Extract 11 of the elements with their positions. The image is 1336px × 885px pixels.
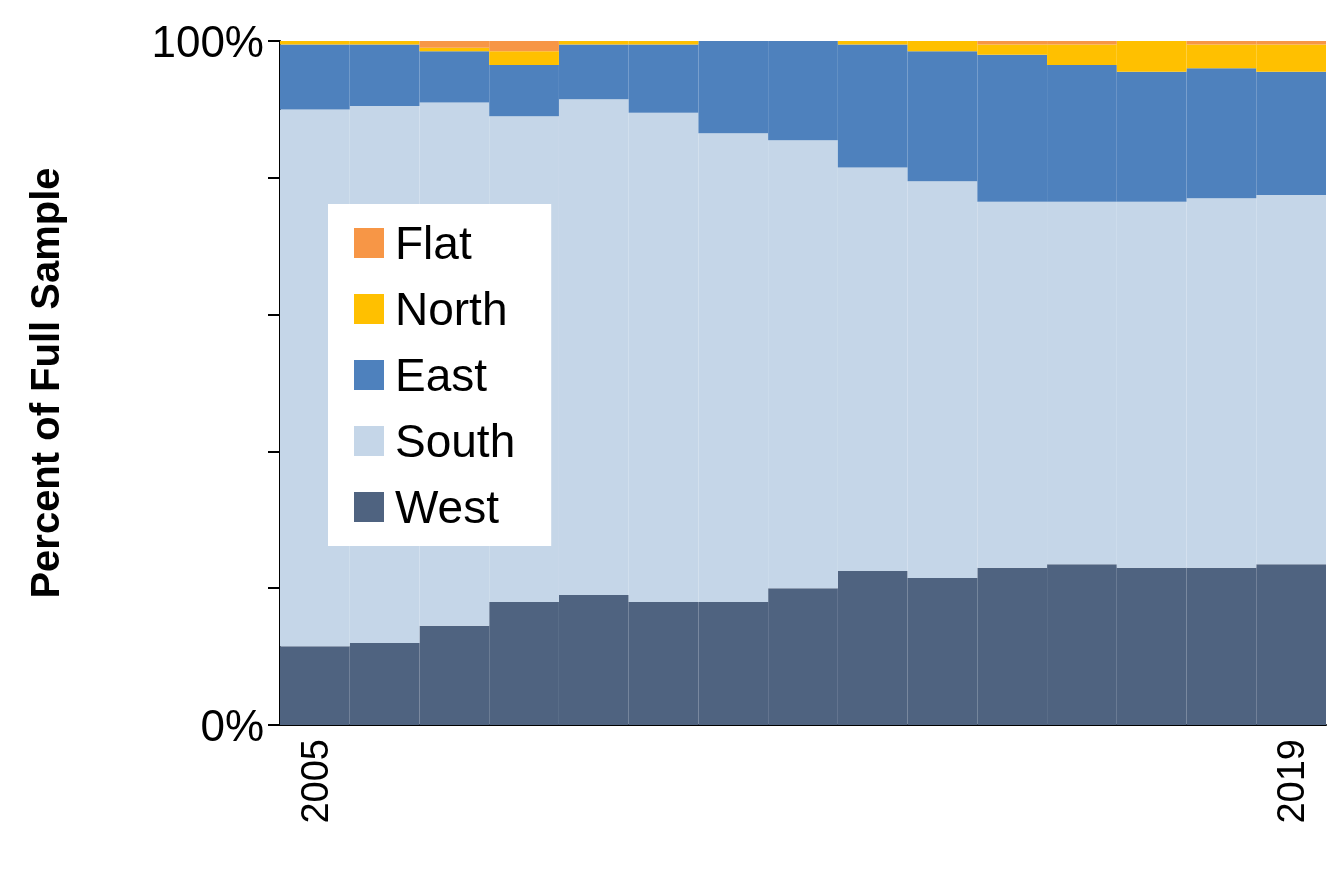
legend-label: West [395, 481, 500, 533]
y-axis-title: Percent of Full Sample [23, 167, 67, 599]
legend-label: East [395, 349, 488, 401]
legend-label: South [395, 415, 516, 467]
legend-label: Flat [395, 217, 472, 269]
y-tick-label: 100% [151, 16, 264, 66]
x-tick-label: 2005 [293, 739, 336, 824]
y-tick-label: 0% [200, 700, 264, 750]
bar [489, 51, 559, 65]
legend-label: North [395, 283, 508, 335]
x-tick-label: 2019 [1270, 739, 1313, 824]
